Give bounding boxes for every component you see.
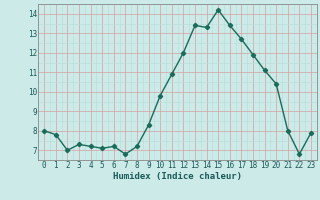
- X-axis label: Humidex (Indice chaleur): Humidex (Indice chaleur): [113, 172, 242, 181]
